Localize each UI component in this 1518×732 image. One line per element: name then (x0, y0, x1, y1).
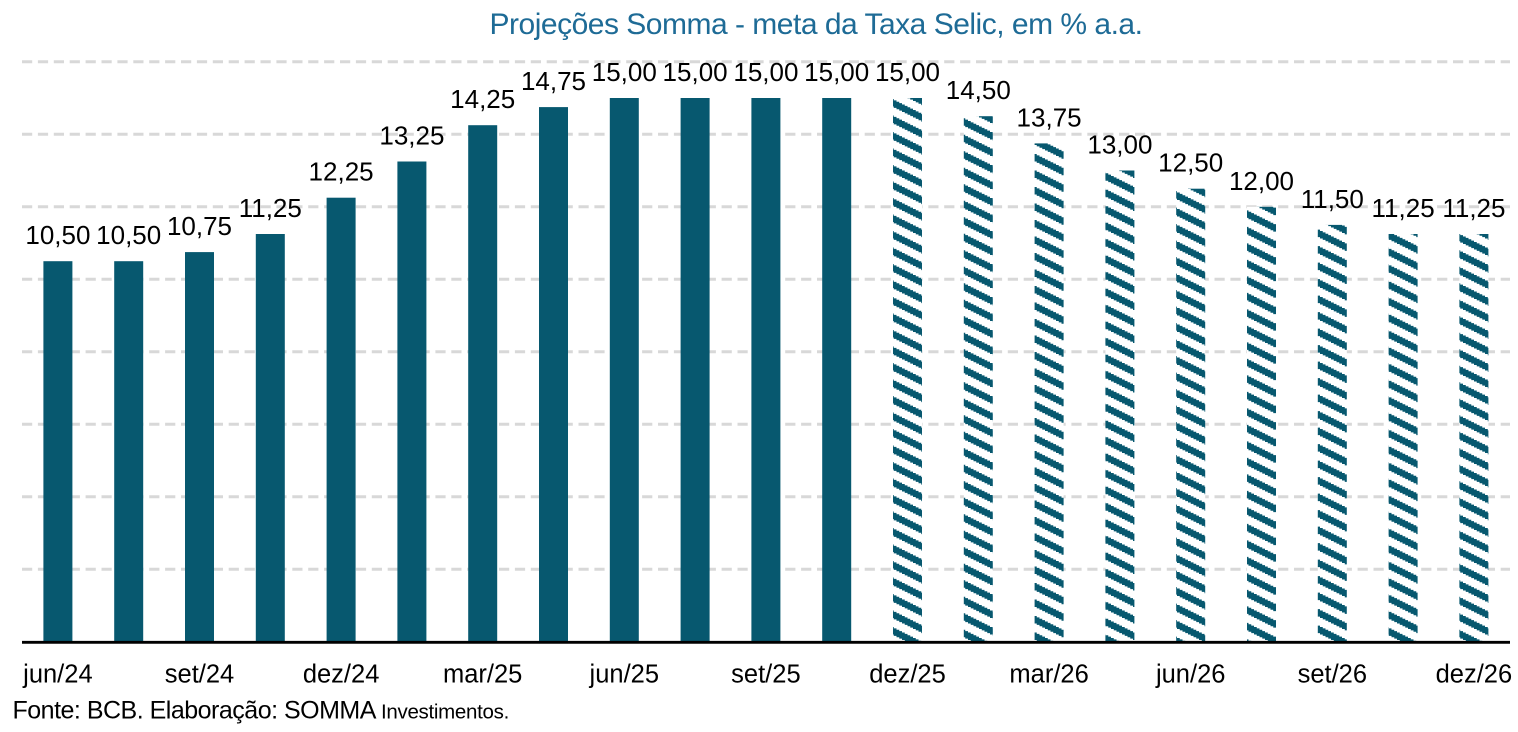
svg-text:11,50: 11,50 (1301, 184, 1364, 214)
svg-text:Projeções Somma - meta da Taxa: Projeções Somma - meta da Taxa Selic, em… (490, 8, 1143, 41)
svg-text:11,25: 11,25 (1372, 193, 1435, 223)
svg-text:11,25: 11,25 (1442, 193, 1505, 223)
svg-text:mar/25: mar/25 (443, 661, 522, 689)
svg-text:mar/26: mar/26 (1009, 661, 1088, 689)
svg-text:dez/24: dez/24 (303, 661, 380, 689)
svg-text:14,25: 14,25 (450, 84, 515, 114)
svg-text:set/26: set/26 (1298, 661, 1367, 689)
svg-text:12,25: 12,25 (309, 157, 374, 187)
svg-text:15,00: 15,00 (592, 57, 657, 87)
svg-text:10,50: 10,50 (96, 220, 161, 250)
svg-text:15,00: 15,00 (804, 57, 869, 87)
svg-text:dez/26: dez/26 (1436, 661, 1513, 689)
svg-text:15,00: 15,00 (733, 57, 798, 87)
svg-text:jun/24: jun/24 (22, 661, 92, 689)
svg-text:set/25: set/25 (731, 661, 800, 689)
svg-text:15,00: 15,00 (663, 57, 728, 87)
svg-text:11,25: 11,25 (239, 193, 302, 223)
svg-text:10,75: 10,75 (167, 211, 232, 241)
svg-text:12,50: 12,50 (1158, 148, 1223, 178)
svg-text:10,50: 10,50 (25, 220, 90, 250)
svg-text:14,75: 14,75 (521, 66, 586, 96)
svg-text:dez/25: dez/25 (869, 661, 946, 689)
svg-text:14,50: 14,50 (946, 75, 1011, 105)
svg-text:Fonte: BCB. Elaboração: SOMMA: Fonte: BCB. Elaboração: SOMMA Investimen… (13, 697, 509, 725)
svg-text:jun/26: jun/26 (1155, 661, 1225, 689)
svg-text:13,25: 13,25 (379, 121, 444, 151)
svg-text:jun/25: jun/25 (589, 661, 659, 689)
svg-text:13,00: 13,00 (1087, 130, 1152, 160)
svg-text:13,75: 13,75 (1017, 102, 1082, 132)
svg-text:12,00: 12,00 (1229, 166, 1294, 196)
svg-text:set/24: set/24 (165, 661, 234, 689)
svg-text:15,00: 15,00 (875, 57, 940, 87)
